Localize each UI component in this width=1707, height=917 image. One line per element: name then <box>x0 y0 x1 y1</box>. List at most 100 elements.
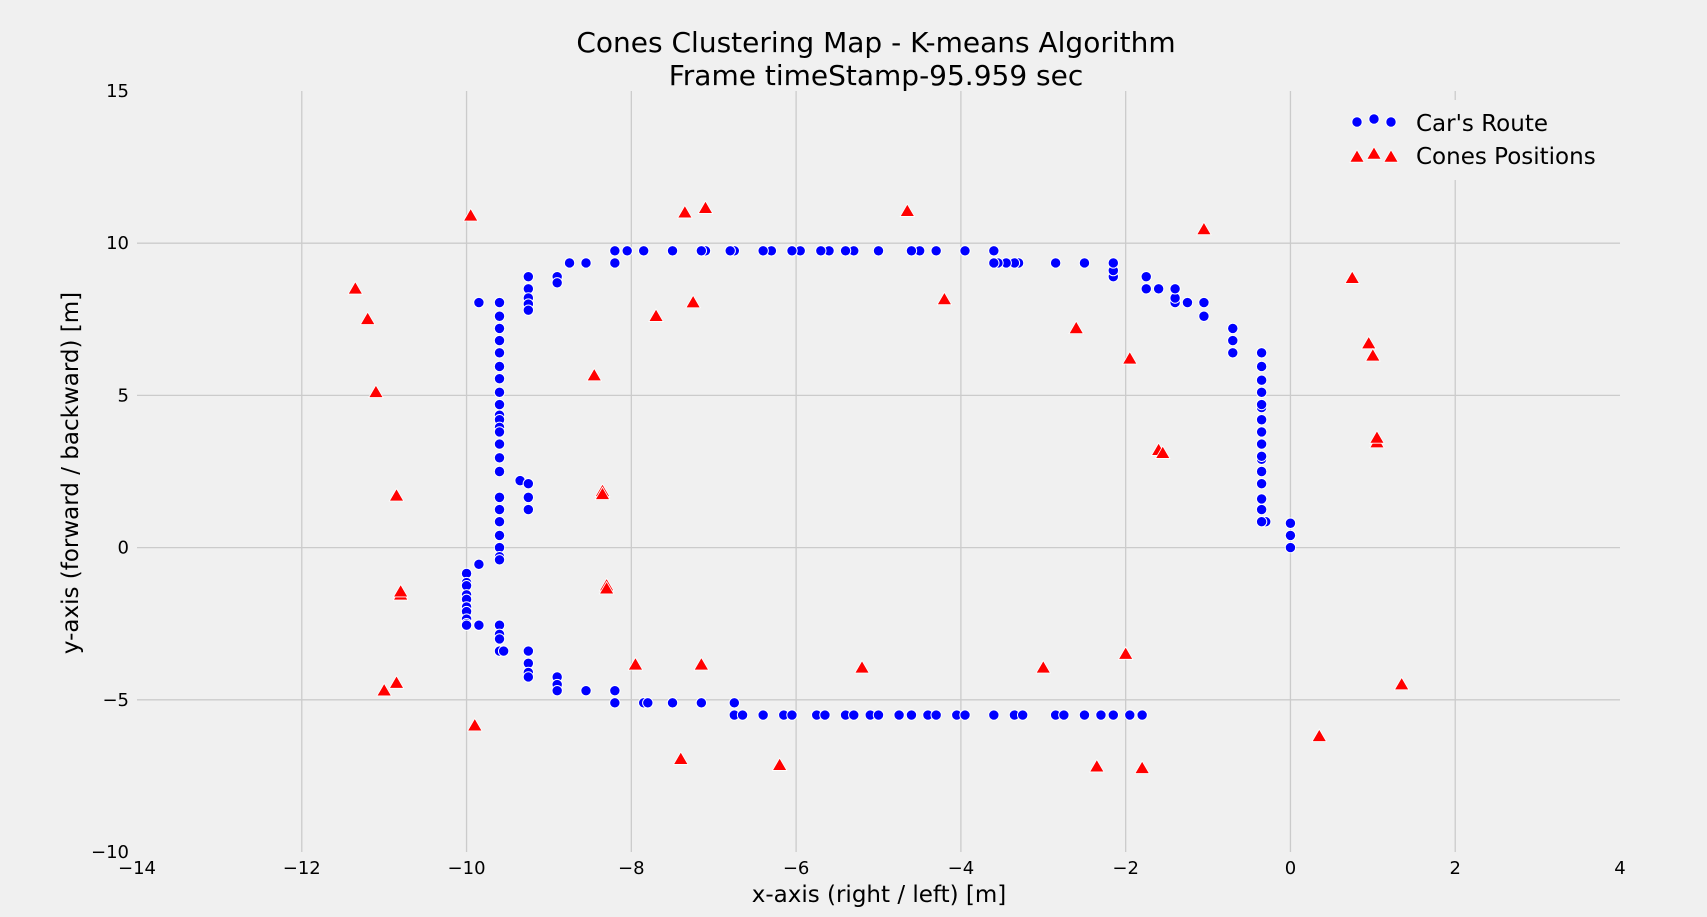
data-series <box>347 200 1410 774</box>
route-point <box>1284 541 1297 554</box>
route-point <box>930 245 942 257</box>
route-point <box>493 503 506 516</box>
cone-marker <box>1035 659 1052 674</box>
route-point <box>493 372 506 385</box>
cone-marker <box>1134 760 1151 774</box>
cone-marker <box>685 294 702 309</box>
cone-marker <box>1311 728 1328 742</box>
cone-marker <box>594 486 611 500</box>
legend-label-cones: Cones Positions <box>1416 144 1596 170</box>
cone-marker <box>771 757 788 771</box>
route-point <box>1255 516 1268 528</box>
route-point <box>1181 296 1194 309</box>
route-point <box>1255 360 1268 373</box>
legend-route-marker <box>1351 116 1363 128</box>
route-point <box>637 245 650 257</box>
route-point <box>1255 438 1268 450</box>
route-point <box>551 277 563 289</box>
cone-marker <box>1344 270 1361 284</box>
legend-route-marker <box>1385 116 1397 128</box>
route-point <box>1255 398 1268 411</box>
legend-background <box>1335 100 1625 180</box>
route-point <box>1016 709 1029 721</box>
route-point <box>493 398 506 411</box>
cone-marker <box>347 280 364 295</box>
route-point <box>522 270 535 283</box>
route-point <box>695 697 708 709</box>
route-point <box>786 245 798 257</box>
route-point <box>1078 257 1091 269</box>
route-point <box>736 709 749 721</box>
route-point <box>551 684 563 697</box>
legend: Car's Route Cones Positions <box>1335 100 1625 180</box>
route-point <box>563 257 576 269</box>
legend-cone-marker <box>1366 146 1382 160</box>
route-point <box>609 257 621 269</box>
route-point <box>872 709 885 721</box>
y-axis-label: y-axis (forward / backward) [m] <box>58 292 84 654</box>
route-point <box>988 257 1000 269</box>
route-point <box>493 554 506 566</box>
cone-marker <box>648 308 664 322</box>
route-point <box>1198 296 1210 309</box>
chart-title: Cones Clustering Map - K-means Algorithm <box>576 26 1175 59</box>
route-point <box>1140 283 1152 295</box>
y-tick-label: 5 <box>118 385 129 406</box>
route-point <box>1140 270 1152 283</box>
route-point <box>522 503 535 516</box>
route-point <box>493 529 506 542</box>
route-point <box>988 245 1000 257</box>
route-point <box>493 347 506 359</box>
route-point <box>1255 426 1268 438</box>
route-point <box>460 619 473 631</box>
cone-marker <box>368 384 384 398</box>
route-point <box>1107 709 1120 721</box>
route-point <box>695 245 708 257</box>
route-point <box>493 452 506 464</box>
route-point <box>1152 283 1165 295</box>
x-tick-label: −14 <box>118 858 156 879</box>
route-series <box>460 245 1297 721</box>
route-point <box>1255 414 1268 426</box>
route-point <box>1255 477 1268 490</box>
route-point <box>522 671 535 683</box>
route-point <box>757 709 769 721</box>
route-point <box>848 709 860 721</box>
route-point <box>1284 529 1297 542</box>
cones-series <box>347 200 1410 774</box>
route-point <box>522 491 535 504</box>
x-tick-label: −2 <box>1112 858 1139 879</box>
legend-label-route: Car's Route <box>1416 111 1548 137</box>
route-point <box>815 245 827 257</box>
y-tick-label: 15 <box>106 81 129 102</box>
route-point <box>493 360 506 373</box>
route-point <box>1095 709 1107 721</box>
route-point <box>1227 334 1239 347</box>
route-point <box>905 245 918 257</box>
route-point <box>893 709 905 721</box>
cone-marker <box>1068 320 1085 335</box>
route-point <box>872 245 885 257</box>
route-point <box>988 709 1000 721</box>
route-point <box>1169 283 1181 295</box>
route-point <box>609 697 621 709</box>
route-point <box>493 438 506 450</box>
cone-marker <box>676 204 693 219</box>
cone-marker <box>462 207 479 222</box>
route-point <box>1058 709 1070 721</box>
x-axis-label: x-axis (right / left) [m] <box>752 882 1007 908</box>
route-point <box>1227 347 1239 359</box>
y-tick-label: 0 <box>118 538 129 559</box>
route-point <box>642 697 654 709</box>
cone-marker <box>388 675 405 689</box>
route-point <box>473 558 485 571</box>
route-point <box>621 245 633 257</box>
route-point <box>1136 709 1148 721</box>
route-point <box>493 322 506 335</box>
y-tick-label: 10 <box>106 233 129 254</box>
route-point <box>1255 386 1268 399</box>
cone-marker <box>854 659 870 674</box>
cone-marker <box>1360 335 1377 350</box>
route-point <box>728 697 741 709</box>
cone-marker <box>1369 430 1385 444</box>
